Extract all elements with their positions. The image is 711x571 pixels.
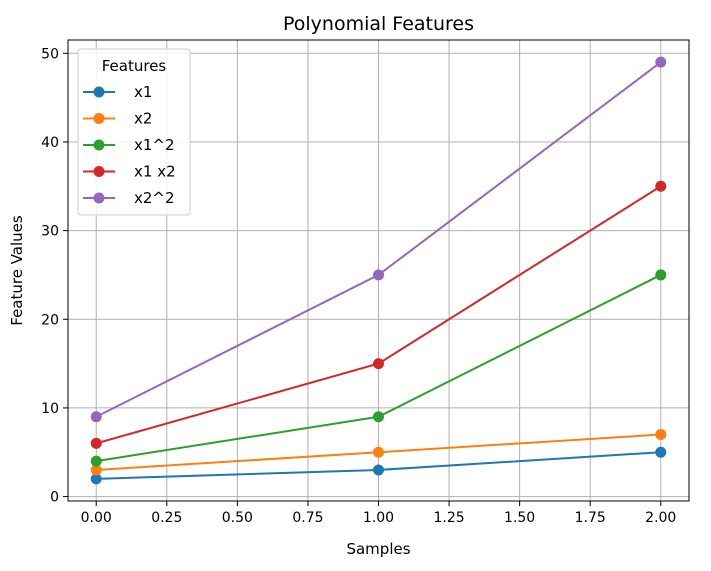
x-tick-label: 1.75: [575, 510, 606, 526]
legend-marker: [93, 139, 105, 151]
legend-entry: x1^2: [83, 136, 175, 154]
y-axis-label: Feature Values: [8, 215, 26, 326]
series-x1-2: [90, 269, 667, 467]
series-x1-x2: [90, 180, 667, 449]
legend-label: x1 x2: [134, 163, 176, 181]
x-axis-label: Samples: [346, 540, 410, 558]
legend-marker: [93, 86, 105, 98]
data-point: [655, 429, 667, 441]
series-layer: [90, 56, 667, 485]
x-tick-label: 2.00: [645, 510, 676, 526]
legend-label: x2^2: [134, 189, 175, 207]
legend-entry: x2^2: [83, 189, 175, 207]
x-tick-label: 0.00: [81, 510, 112, 526]
data-point: [373, 446, 384, 458]
data-point: [655, 269, 667, 281]
series-x1: [90, 446, 667, 485]
data-point: [90, 411, 102, 423]
y-tick-label: 20: [41, 312, 59, 328]
y-tick-label: 40: [41, 135, 59, 151]
legend-label: x1: [134, 83, 152, 101]
legend-title: Features: [102, 57, 167, 75]
data-point: [655, 180, 667, 192]
data-point: [373, 269, 384, 281]
legend-items: x1 x2 x1^2 x1 x2 x2^2: [83, 83, 176, 207]
legend: Features x1 x2 x1^2 x1 x2 x2^2: [77, 48, 191, 216]
y-tick-label: 50: [41, 46, 59, 62]
x-tick-label: 0.25: [151, 510, 182, 526]
chart-title: Polynomial Features: [283, 13, 474, 35]
legend-marker: [93, 113, 105, 124]
x-tick-label: 1.00: [363, 510, 394, 526]
data-point: [373, 464, 384, 476]
y-tick-label: 30: [41, 224, 59, 240]
data-point: [90, 464, 102, 476]
y-tick-label: 0: [50, 490, 59, 506]
x-tick-label: 1.25: [433, 510, 464, 526]
x-tick-label: 0.50: [222, 510, 253, 526]
legend-marker: [93, 166, 105, 177]
data-point: [655, 446, 667, 458]
y-tick-label: 10: [41, 401, 59, 417]
grid: [68, 40, 689, 501]
legend-label: x2: [134, 110, 152, 128]
y-axis: 0 10 20 30 40 50: [41, 46, 68, 506]
legend-entry: x2: [83, 110, 152, 128]
legend-box: [77, 48, 191, 216]
legend-entry: x1 x2: [83, 163, 176, 181]
data-point: [373, 411, 384, 423]
series-x2: [90, 429, 667, 476]
legend-marker: [93, 192, 105, 204]
x-axis: 0.00 0.25 0.50 0.75 1.00 1.25 1.50 1.75 2.00: [81, 501, 676, 526]
data-point: [655, 56, 667, 68]
series-x2-2: [90, 56, 667, 423]
x-tick-label: 0.75: [292, 510, 323, 526]
x-tick-label: 1.50: [504, 510, 535, 526]
data-point: [90, 437, 102, 449]
legend-label: x1^2: [134, 136, 175, 154]
legend-entry: x1: [83, 83, 152, 101]
data-point: [90, 473, 102, 485]
data-point: [90, 455, 102, 467]
data-point: [373, 358, 384, 370]
